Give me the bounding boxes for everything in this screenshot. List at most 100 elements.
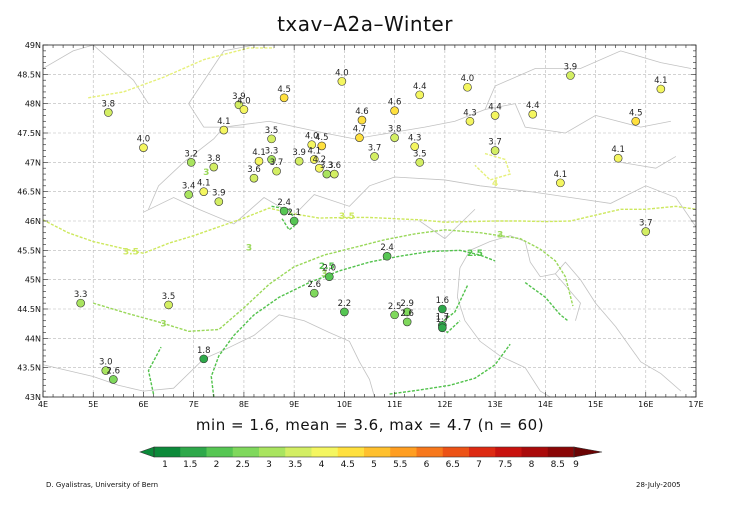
station-marker <box>279 206 289 216</box>
map-axes: 4E 5E 6E 7E 8E 9E 10E 11E 12E 13E 14E 15E 16E 17E 43N 4… <box>17 41 703 409</box>
station-marker <box>330 169 339 179</box>
y-tick-label: 45.5N <box>17 246 41 255</box>
station-value-label: 4.7 <box>353 125 367 135</box>
station-marker <box>186 158 196 167</box>
station-value-label: 4.5 <box>277 85 291 95</box>
date-text: 28-July-2005 <box>636 481 681 489</box>
station-value-label: 3.7 <box>368 143 382 153</box>
station-marker <box>267 155 276 164</box>
x-tick-label: 17E <box>688 400 703 409</box>
station-marker <box>613 153 623 163</box>
station-value-label: 3.9 <box>212 189 226 199</box>
x-tick-label: 5E <box>88 400 98 409</box>
y-tick-label: 48N <box>25 100 41 109</box>
station-value-label: 2.0 <box>323 264 337 274</box>
station-marker <box>641 227 651 236</box>
station-marker <box>438 323 447 333</box>
station-value-label: 3.9 <box>564 63 578 73</box>
station-marker <box>390 310 399 320</box>
x-tick-label: 10E <box>337 400 352 409</box>
station-value-label: 4.5 <box>629 108 643 118</box>
station-marker <box>214 197 224 206</box>
station-value-label: 2.6 <box>307 280 321 290</box>
y-tick-label: 47.5N <box>17 129 41 138</box>
y-tick-label: 45N <box>25 276 41 285</box>
station-value-label: 3.6 <box>328 161 342 171</box>
station-value-label: 3.9 <box>232 92 246 102</box>
station-marker <box>239 105 249 114</box>
station-marker <box>382 251 392 261</box>
station-marker <box>267 134 276 144</box>
x-tick-label: 13E <box>487 400 502 409</box>
station-marker <box>402 317 412 327</box>
x-tick-label: 16E <box>638 400 653 409</box>
x-tick-label: 9E <box>289 400 299 409</box>
y-tick-label: 49N <box>25 41 41 50</box>
station-marker <box>490 146 500 155</box>
station-value-label: 4.0 <box>335 68 349 78</box>
contour-line-2.5 <box>524 282 569 322</box>
station-value-label: 3.4 <box>182 182 196 192</box>
station-marker <box>249 173 259 183</box>
coastline-segment <box>92 44 149 104</box>
station-marker <box>370 152 379 161</box>
contour-line-2.5 <box>389 343 511 395</box>
station-marker <box>199 187 209 196</box>
station-value-label: 3.6 <box>247 165 261 175</box>
coastline-segment <box>148 50 692 210</box>
colorbar-label: 8 <box>529 460 535 470</box>
station-marker <box>465 116 475 126</box>
station-value-label: 4.1 <box>217 117 231 127</box>
station-value-label: 4.4 <box>488 102 502 112</box>
contour-line-3.5 <box>42 205 697 254</box>
colorbar-label: 5 <box>371 460 377 470</box>
colorbar-label: 1.5 <box>183 460 197 470</box>
station-value-label: 3.8 <box>207 154 221 164</box>
x-tick-label: 7E <box>189 400 199 409</box>
station-marker <box>357 115 367 125</box>
station-marker <box>337 77 347 86</box>
coastline-segment <box>42 314 375 398</box>
x-tick-label: 15E <box>588 400 603 409</box>
colorbar-segment <box>154 447 181 457</box>
station-marker <box>164 300 173 310</box>
station-value-label: 4.0 <box>461 74 475 84</box>
station-marker <box>254 156 264 166</box>
colorbar-label: 3.5 <box>288 460 302 470</box>
station-marker <box>528 109 538 119</box>
station-value-label: 4.5 <box>315 133 329 143</box>
station-marker <box>309 288 319 298</box>
colorbar-segment <box>364 447 391 457</box>
station-marker <box>317 141 327 151</box>
station-value-label: 1.7 <box>436 312 450 322</box>
colorbar: 1 1.5 2 2.5 3 3.5 4 4.5 5 5.5 6 6.5 7 7.5 8 8.5 9 <box>139 446 603 470</box>
station-value-label: 2.9 <box>400 299 414 309</box>
station-value-label: 4.1 <box>252 148 266 158</box>
station-value-label: 4.0 <box>237 97 251 107</box>
colorbar-label: 7 <box>476 460 482 470</box>
station-marker <box>656 84 666 94</box>
station-value-label: 3.5 <box>265 126 279 136</box>
contour-line-2.5 <box>438 285 469 334</box>
colorbar-segment <box>521 447 549 457</box>
graticule <box>43 45 696 397</box>
station-marker <box>415 158 425 167</box>
station-value-label: 4.1 <box>654 76 668 86</box>
station-value-label: 3.5 <box>162 292 176 302</box>
y-tick-label: 46.5N <box>17 188 41 197</box>
station-marker <box>631 116 641 126</box>
coastline-segment <box>188 44 255 128</box>
x-tick-label: 12E <box>437 400 452 409</box>
colorbar-segment <box>259 447 286 457</box>
station-marker <box>410 142 420 151</box>
station-value-label: 3.7 <box>488 138 502 148</box>
station-value-label: 4.0 <box>305 132 319 142</box>
station-marker <box>307 140 317 150</box>
station-marker <box>355 133 364 142</box>
y-tick-label: 43.5N <box>17 364 41 373</box>
station-value-label: 3.7 <box>270 158 284 168</box>
station-marker <box>289 216 299 226</box>
y-tick-label: 47N <box>25 158 41 167</box>
x-tick-label: 6E <box>138 400 148 409</box>
